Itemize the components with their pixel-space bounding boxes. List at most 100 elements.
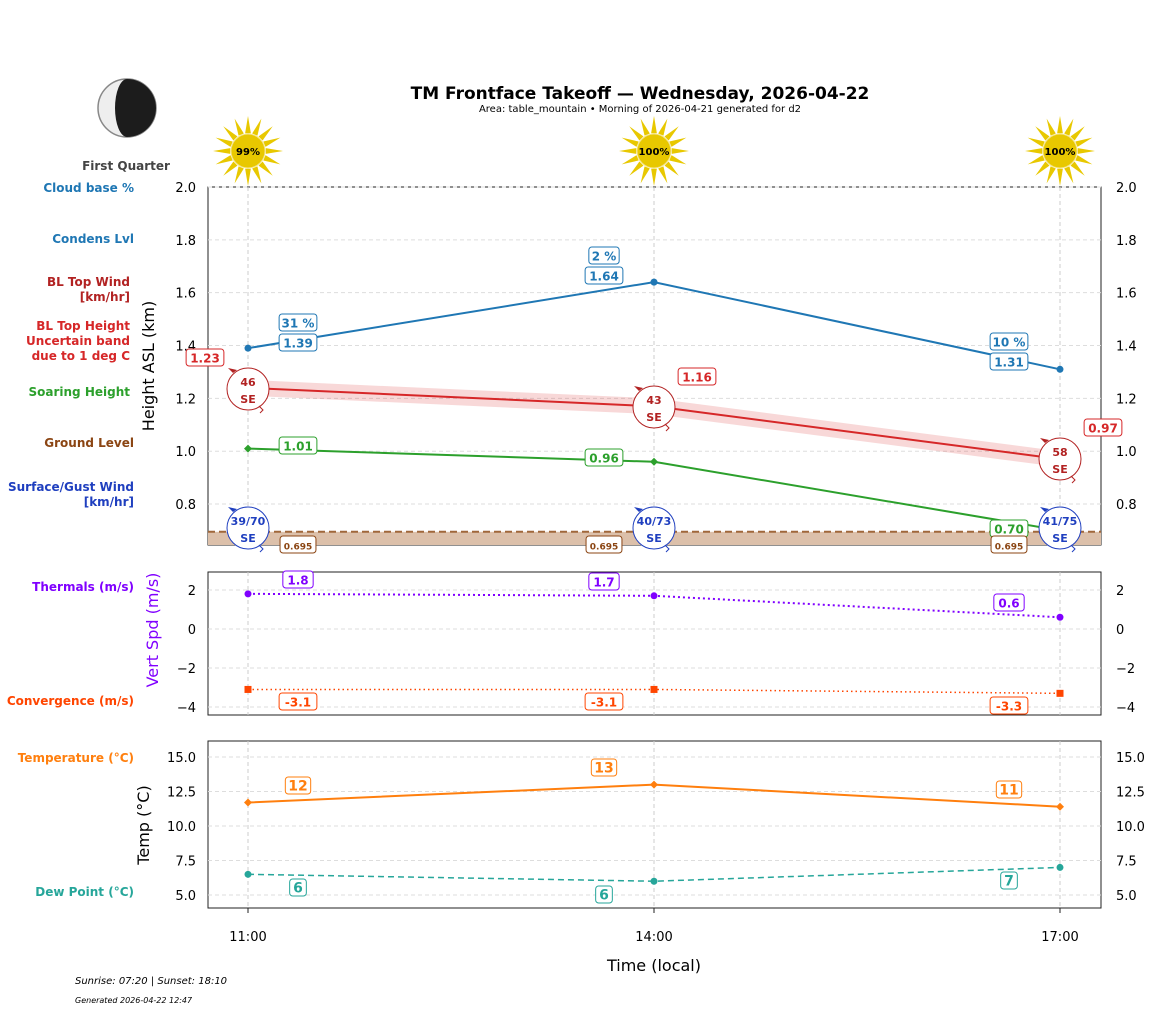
convergence-label: -3.1: [278, 692, 318, 711]
height-axis-label: Height ASL (km): [139, 301, 158, 431]
cloud-base-label-box: [278, 313, 318, 332]
sun-ray: [1057, 168, 1063, 186]
sun-ray: [252, 118, 262, 136]
temp-panel-ytick-right: 10.0: [1116, 820, 1145, 835]
temperature-point: [650, 780, 658, 789]
sun-ray: [658, 166, 668, 184]
condens-point: [244, 344, 252, 352]
bl-wind-marker-arrow-icon: [634, 386, 643, 391]
sun-ray: [619, 148, 637, 154]
bl-wind-marker: 46 SE: [226, 367, 270, 414]
sun-ray: [640, 118, 650, 136]
vert-panel-ytick-left: −2: [177, 662, 196, 677]
convergence-point: [650, 685, 658, 693]
soaring-label-box: [278, 436, 318, 455]
x-tick-label: 17:00: [1041, 930, 1078, 945]
bl-top-label-text: 1.23: [190, 352, 220, 366]
soaring-label: 0.70: [989, 519, 1029, 538]
condens-label-box: [278, 333, 318, 352]
sun-ray: [621, 155, 639, 165]
moon-icon: [97, 78, 157, 138]
soaring-label-box: [584, 448, 624, 467]
sun-ray: [215, 137, 233, 147]
temp-panel-ytick-left: 10.0: [167, 820, 196, 835]
temp-axis-label: Temp (°C): [134, 785, 153, 865]
sun-ray: [265, 148, 283, 154]
sun-ray: [621, 137, 639, 147]
ground-label-text: 0.695: [995, 543, 1023, 553]
soaring-point: [650, 457, 658, 466]
row-label-condens: Condens Lvl: [52, 232, 134, 246]
sun-ray: [1064, 118, 1074, 136]
vert-panel-ytick-right: −2: [1116, 662, 1135, 677]
sun-icon: 99%: [213, 116, 283, 186]
sun-percent: 100%: [1045, 147, 1076, 158]
vert-panel-ytick-left: 2: [188, 584, 196, 599]
height-panel-ytick-left: 1.2: [175, 392, 196, 407]
sun-ray: [215, 155, 233, 165]
surface-wind-marker-speed: 40/73: [637, 515, 672, 528]
ground-label-box: [585, 535, 623, 554]
sun-ray: [1057, 116, 1063, 134]
cloud-base-label: 10 %: [989, 332, 1029, 351]
surface-wind-marker-circle: [1038, 506, 1082, 550]
sun-ray: [1075, 137, 1093, 147]
bl-top-label-text: 0.97: [1088, 422, 1118, 436]
sun-ray: [1064, 166, 1074, 184]
ground-label-text: 0.695: [284, 543, 312, 553]
soaring-label: 0.96: [584, 448, 624, 467]
sun-ray: [263, 155, 281, 165]
dew-point-label: 6: [595, 885, 613, 904]
sun-disc: [230, 133, 266, 169]
bl-wind-marker-speed: 58: [1052, 446, 1067, 459]
row-label-dew-point: Dew Point (°C): [35, 885, 134, 899]
surface-wind-marker-tail-icon: [664, 544, 670, 553]
sun-ray: [223, 126, 238, 141]
thermal-point: [650, 592, 658, 600]
convergence-label: -3.1: [584, 692, 624, 711]
temp-panel-ytick-left: 5.0: [175, 889, 196, 904]
temp-panel-ytick-left: 12.5: [167, 786, 196, 801]
thermal-label-box: [588, 572, 620, 591]
temperature-label-box: [284, 776, 312, 795]
sun-ray: [651, 168, 657, 186]
dew-point-label-box: [595, 885, 613, 904]
temp-panel-ytick-right: 12.5: [1116, 786, 1145, 801]
row-label-surface-wind: Surface/Gust Wind: [8, 480, 134, 494]
row-label-bl-wind: BL Top Wind: [47, 275, 130, 289]
dew-point-label-box: [1000, 871, 1018, 890]
sun-ray: [258, 126, 273, 141]
thermal-label: 1.7: [588, 572, 620, 591]
row-label-ground: Ground Level: [44, 436, 134, 450]
temp-panel-ytick-right: 5.0: [1116, 889, 1137, 904]
cloud-base-label-box: [588, 246, 620, 265]
bl-top-label-box: [185, 348, 225, 367]
bl-top-label-box: [677, 367, 717, 386]
condens-point: [1056, 365, 1064, 373]
convergence-point: [244, 685, 252, 693]
height-panel-ytick-left: 0.8: [175, 498, 196, 513]
dew-point-label: 6: [289, 878, 307, 897]
ground-label: 0.695: [990, 535, 1028, 554]
dew-point-point: [650, 877, 658, 885]
cloud-base-label-text: 2 %: [592, 250, 617, 264]
thermal-label: 1.8: [282, 570, 314, 589]
bl-wind-marker-arrow-icon: [1040, 438, 1049, 443]
thermal-label-text: 1.7: [593, 576, 614, 590]
height-panel-ytick-right: 1.8: [1116, 234, 1137, 249]
surface-wind-marker-tail-icon: [1070, 544, 1076, 553]
surface-wind-marker-dir: SE: [240, 532, 255, 545]
sun-ray: [213, 148, 231, 154]
bl-wind-marker-circle: [1038, 437, 1082, 481]
sun-ray: [1035, 126, 1050, 141]
moon-phase-label: First Quarter: [82, 159, 170, 173]
bl-wind-marker-circle: [632, 385, 676, 429]
row-label-soaring: Soaring Height: [29, 385, 131, 399]
bl-wind-marker-dir: SE: [646, 411, 661, 424]
sun-disc: [636, 133, 672, 169]
ground-label-text: 0.695: [590, 543, 618, 553]
sun-ray: [1035, 161, 1050, 176]
soaring-label: 1.01: [278, 436, 318, 455]
bl-wind-marker-arrow-icon: [228, 368, 237, 373]
soaring-label-text: 0.70: [994, 523, 1024, 537]
